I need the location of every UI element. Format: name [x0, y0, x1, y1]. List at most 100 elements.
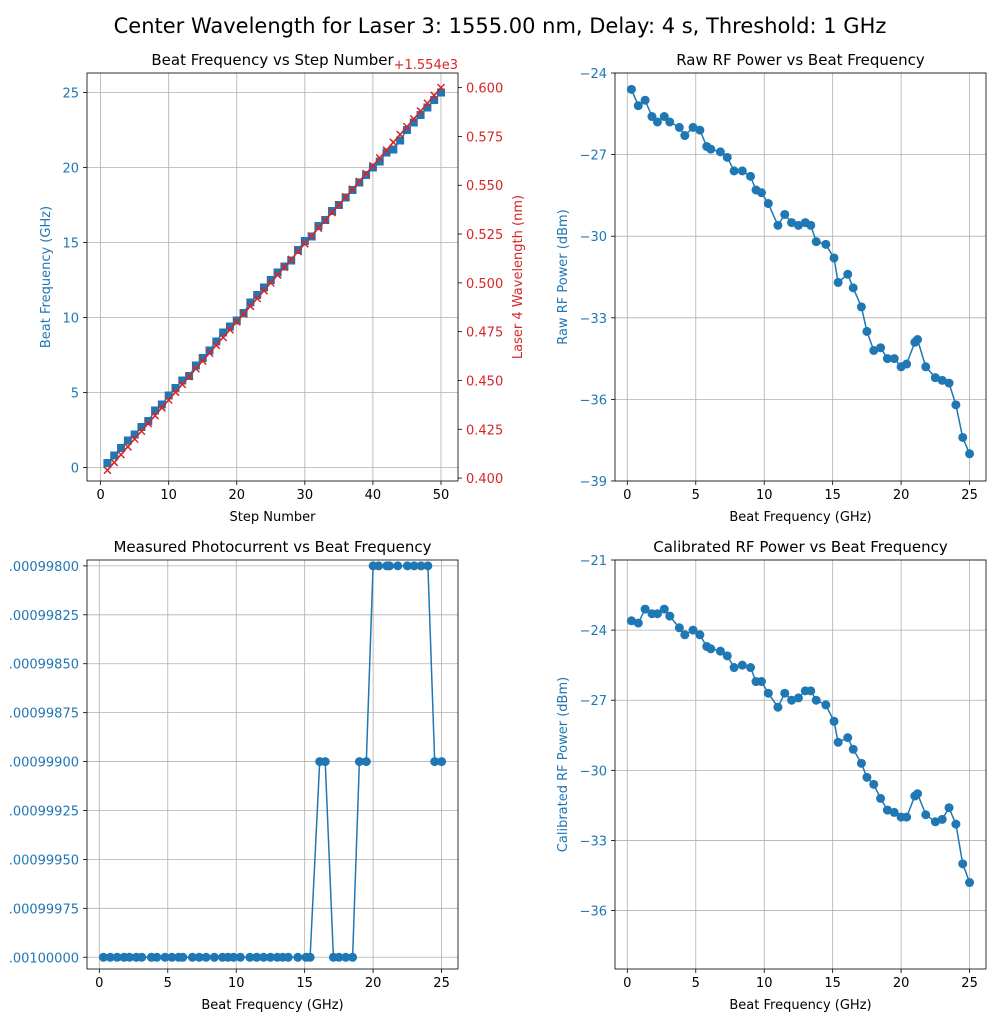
data-point: [253, 291, 262, 299]
data-point: [780, 209, 790, 219]
plot-frame: [86, 72, 459, 482]
y2-tick-label: 0.500: [466, 277, 503, 292]
data-point: [763, 688, 773, 698]
plot-frame: [614, 72, 987, 482]
y2-tick-label: 0.575: [466, 130, 503, 145]
data-point-x-marker: [253, 294, 262, 303]
data-point-x-marker: [130, 434, 139, 444]
data-point-x-marker: [348, 185, 357, 194]
data-point: [171, 384, 180, 392]
data-point: [829, 253, 839, 263]
data-point: [368, 163, 377, 172]
data-point-x-marker: [355, 177, 364, 186]
data-point: [293, 952, 303, 962]
data-point-x-marker: [239, 310, 248, 319]
y-axis-label: Calibrated RF Power (dBm): [556, 677, 571, 852]
data-point-x-marker: [423, 99, 432, 108]
data-point: [889, 807, 899, 817]
data-point: [633, 618, 643, 628]
data-point: [320, 757, 330, 767]
x-tick-label: 15: [296, 976, 313, 991]
x-tick-label: 10: [756, 976, 773, 991]
x-tick-label: 0: [623, 488, 631, 503]
data-point: [862, 772, 872, 782]
data-point: [245, 952, 255, 962]
data-point: [793, 220, 803, 230]
x-tick-label: 5: [692, 488, 700, 503]
data-point: [294, 246, 303, 254]
data-point: [259, 283, 268, 292]
data-point: [930, 373, 940, 383]
data-point: [688, 625, 698, 635]
chart-title: Measured Photocurrent vs Beat Frequency: [113, 538, 431, 556]
data-point: [680, 630, 690, 640]
data-point: [737, 166, 747, 176]
x-tick-label: 50: [433, 488, 450, 503]
data-point: [393, 561, 403, 571]
data-point-x-marker: [328, 208, 337, 217]
data-point-x-marker: [280, 263, 289, 272]
data-point: [665, 117, 675, 127]
data-point: [944, 803, 954, 813]
x-tick-label: 20: [365, 976, 382, 991]
data-point-x-marker: [341, 192, 350, 201]
y-tick-label: −33: [580, 834, 607, 849]
data-point: [848, 744, 858, 754]
y-tick-label: 0: [71, 462, 79, 477]
data-point: [876, 793, 886, 803]
data-point: [416, 111, 425, 119]
data-point: [430, 96, 439, 104]
y-tick-label: .00099850: [9, 658, 79, 673]
data-point-x-marker: [375, 153, 384, 162]
data-point-x-marker: [157, 403, 166, 412]
data-point: [856, 302, 866, 312]
data-point: [187, 952, 197, 962]
y2-tick-label: 0.550: [466, 179, 503, 194]
data-point: [144, 417, 153, 425]
y-tick-label: .00100000: [9, 951, 79, 966]
y-tick-label: −27: [580, 694, 607, 709]
data-point: [793, 693, 803, 703]
data-point: [958, 432, 968, 442]
data-point: [659, 604, 669, 614]
x-axis-label: Step Number: [230, 510, 317, 525]
y2-tick-label: 0.475: [466, 326, 503, 341]
x-axis-label: Beat Frequency (GHz): [201, 998, 343, 1013]
y-tick-label: −39: [580, 475, 607, 490]
data-point: [746, 663, 756, 673]
data-point: [829, 716, 839, 726]
data-point-x-marker: [396, 130, 405, 139]
y-tick-label: .00099925: [9, 804, 79, 819]
y-tick-label: −24: [580, 67, 607, 82]
data-point: [876, 343, 886, 353]
data-point: [806, 686, 816, 696]
data-point-x-marker: [123, 442, 132, 451]
data-point: [225, 322, 234, 331]
data-point-x-marker: [117, 450, 126, 459]
data-point-x-marker: [225, 325, 234, 334]
data-point-x-marker: [246, 302, 255, 311]
data-point-x-marker: [232, 317, 241, 326]
x-tick-label: 0: [95, 976, 103, 991]
data-point: [205, 346, 214, 355]
data-point: [652, 117, 662, 127]
data-point-x-marker: [185, 372, 194, 381]
y-tick-label: −36: [580, 905, 607, 920]
data-point: [937, 814, 947, 824]
data-point: [958, 859, 968, 869]
data-point: [715, 147, 725, 157]
data-point: [965, 449, 975, 459]
y2-tick-label: 0.450: [466, 374, 503, 389]
data-point: [305, 952, 315, 962]
data-point: [737, 660, 747, 670]
data-point: [833, 737, 843, 747]
data-point-x-marker: [402, 122, 411, 131]
y-tick-label: −36: [580, 393, 607, 408]
data-point: [437, 757, 447, 767]
data-point: [201, 952, 211, 962]
data-point: [746, 171, 756, 181]
data-point: [902, 359, 912, 369]
data-point: [756, 677, 766, 687]
y2-tick-label: 0.425: [466, 423, 503, 438]
data-point-x-marker: [321, 216, 330, 225]
